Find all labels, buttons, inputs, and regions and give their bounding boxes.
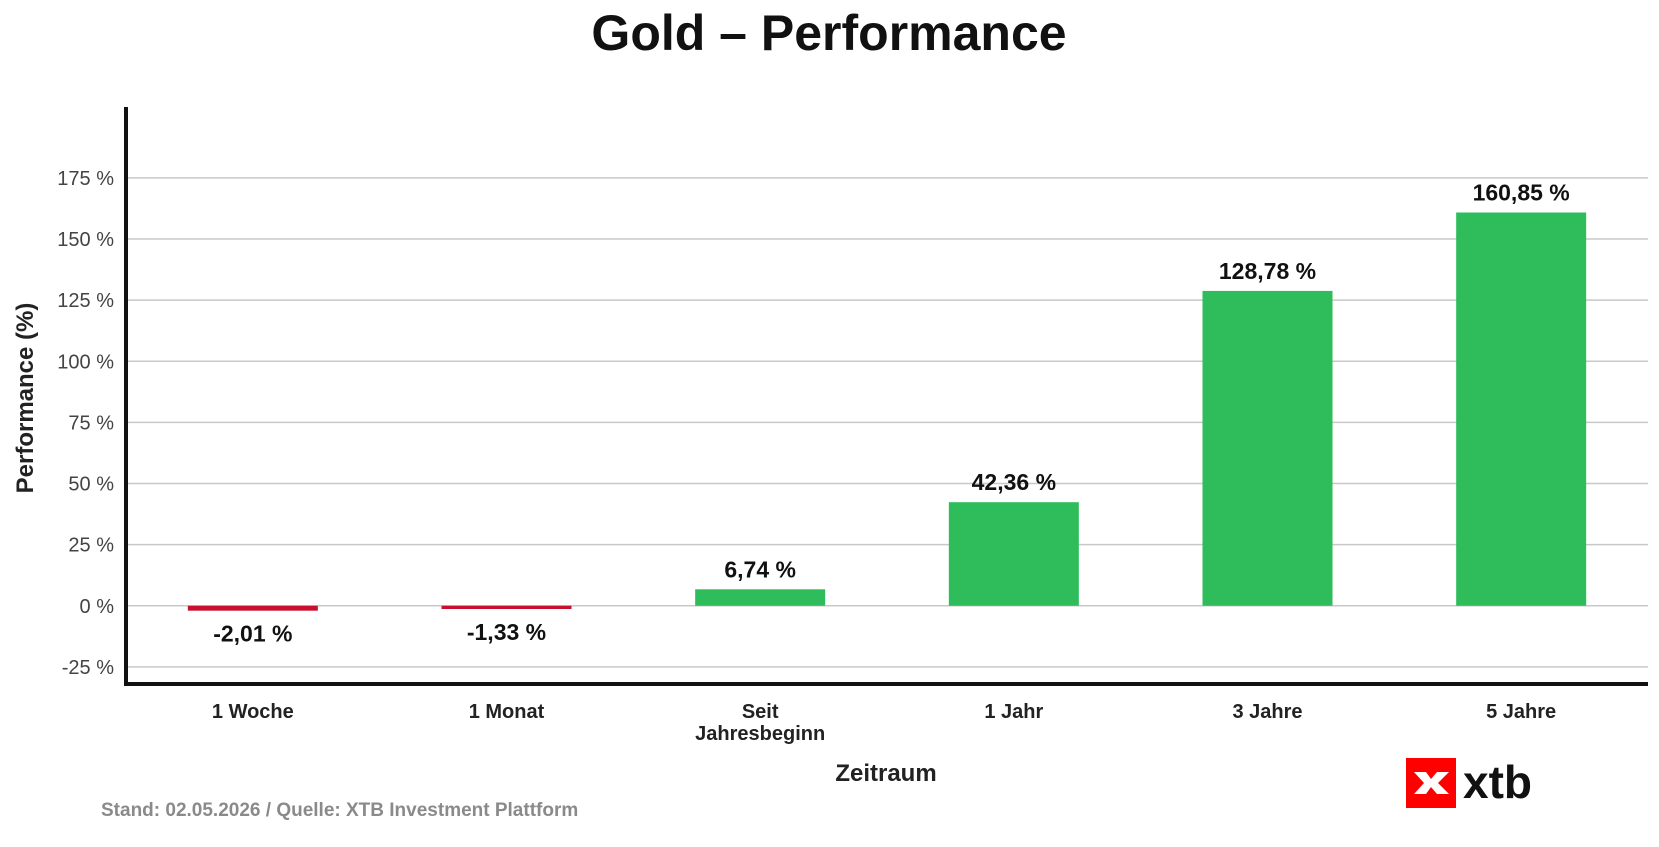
data-label: 128,78 %: [1219, 258, 1316, 284]
x-tick-label: 1 Woche: [212, 701, 294, 723]
gridlines: [126, 177, 1648, 668]
y-tick-label: 150 %: [57, 229, 114, 251]
x-tick-label: 1 Monat: [469, 701, 545, 723]
data-label: -2,01 %: [213, 621, 292, 647]
y-tick-label: 125 %: [57, 290, 114, 312]
bar: [1456, 212, 1587, 606]
y-tick-label: 75 %: [68, 412, 114, 434]
bar: [187, 605, 318, 611]
y-tick-label: 100 %: [57, 351, 114, 373]
y-tick-label: 25 %: [68, 535, 114, 557]
y-tick-label: 50 %: [68, 474, 114, 496]
y-axis-ticks: -25 % 0 % 25 % 50 % 75 % 100 % 125 % 150 % 175 %: [57, 168, 114, 679]
x-axis-label: Zeitraum: [835, 760, 936, 787]
x-tick-label: 3 Jahre: [1232, 701, 1302, 723]
y-axis-label: Performance (%): [12, 303, 39, 494]
xtb-logo-text: xtb: [1463, 756, 1532, 808]
source-note: Stand: 02.05.2026 / Quelle: XTB Investme…: [101, 800, 578, 821]
bar: [695, 589, 826, 606]
xtb-logo: xtb: [1406, 756, 1532, 808]
bar: [948, 502, 1079, 606]
x-tick-label: 5 Jahre: [1486, 701, 1556, 723]
x-tick-label: Jahresbeginn: [695, 723, 825, 745]
data-label: 6,74 %: [724, 556, 796, 582]
chart-title: Gold – Performance: [591, 5, 1066, 61]
data-label: -1,33 %: [467, 619, 546, 645]
bar: [1202, 290, 1333, 606]
xtb-x-icon-glyph: [1414, 772, 1449, 794]
x-tick-label: 1 Jahr: [984, 701, 1043, 723]
data-label: 42,36 %: [972, 469, 1056, 495]
data-label: 160,85 %: [1473, 179, 1570, 205]
x-tick-label: Seit: [742, 701, 779, 723]
y-tick-label: -25 %: [62, 657, 114, 679]
bar: [441, 605, 572, 610]
data-labels: -2,01 % -1,33 % 6,74 % 42,36 % 128,78 % 160,8…: [213, 179, 1570, 646]
bars: [187, 212, 1587, 611]
y-tick-label: 0 %: [80, 596, 115, 618]
y-tick-label: 175 %: [57, 168, 114, 190]
